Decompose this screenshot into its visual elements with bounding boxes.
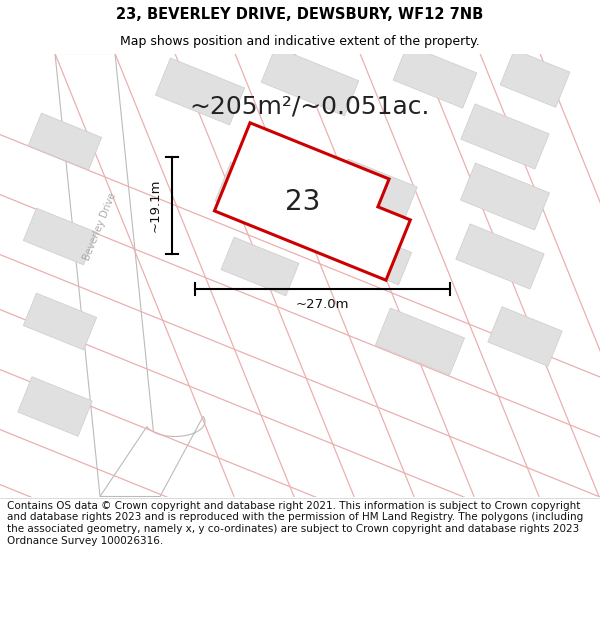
Polygon shape (460, 163, 550, 230)
Polygon shape (461, 104, 549, 169)
Polygon shape (393, 45, 477, 108)
Polygon shape (215, 162, 305, 231)
Polygon shape (155, 58, 245, 125)
Polygon shape (100, 416, 205, 496)
Polygon shape (18, 377, 92, 436)
Polygon shape (221, 237, 299, 296)
Polygon shape (333, 159, 417, 224)
Text: Map shows position and indicative extent of the property.: Map shows position and indicative extent… (120, 35, 480, 48)
Text: ~27.0m: ~27.0m (296, 299, 349, 311)
Polygon shape (338, 228, 412, 285)
Polygon shape (456, 224, 544, 289)
Text: Contains OS data © Crown copyright and database right 2021. This information is : Contains OS data © Crown copyright and d… (7, 501, 583, 546)
Text: 23, BEVERLEY DRIVE, DEWSBURY, WF12 7NB: 23, BEVERLEY DRIVE, DEWSBURY, WF12 7NB (116, 8, 484, 22)
Polygon shape (23, 208, 97, 265)
Text: 23: 23 (286, 188, 320, 216)
Polygon shape (488, 307, 562, 366)
Text: ~205m²/~0.051ac.: ~205m²/~0.051ac. (190, 94, 430, 119)
Polygon shape (500, 49, 570, 108)
Text: ~19.1m: ~19.1m (149, 178, 162, 232)
Polygon shape (55, 54, 160, 496)
Polygon shape (261, 47, 359, 116)
Polygon shape (214, 122, 410, 280)
Polygon shape (376, 308, 464, 375)
Polygon shape (28, 113, 101, 170)
Polygon shape (23, 293, 97, 350)
Text: Beverley Drive: Beverley Drive (82, 191, 118, 262)
